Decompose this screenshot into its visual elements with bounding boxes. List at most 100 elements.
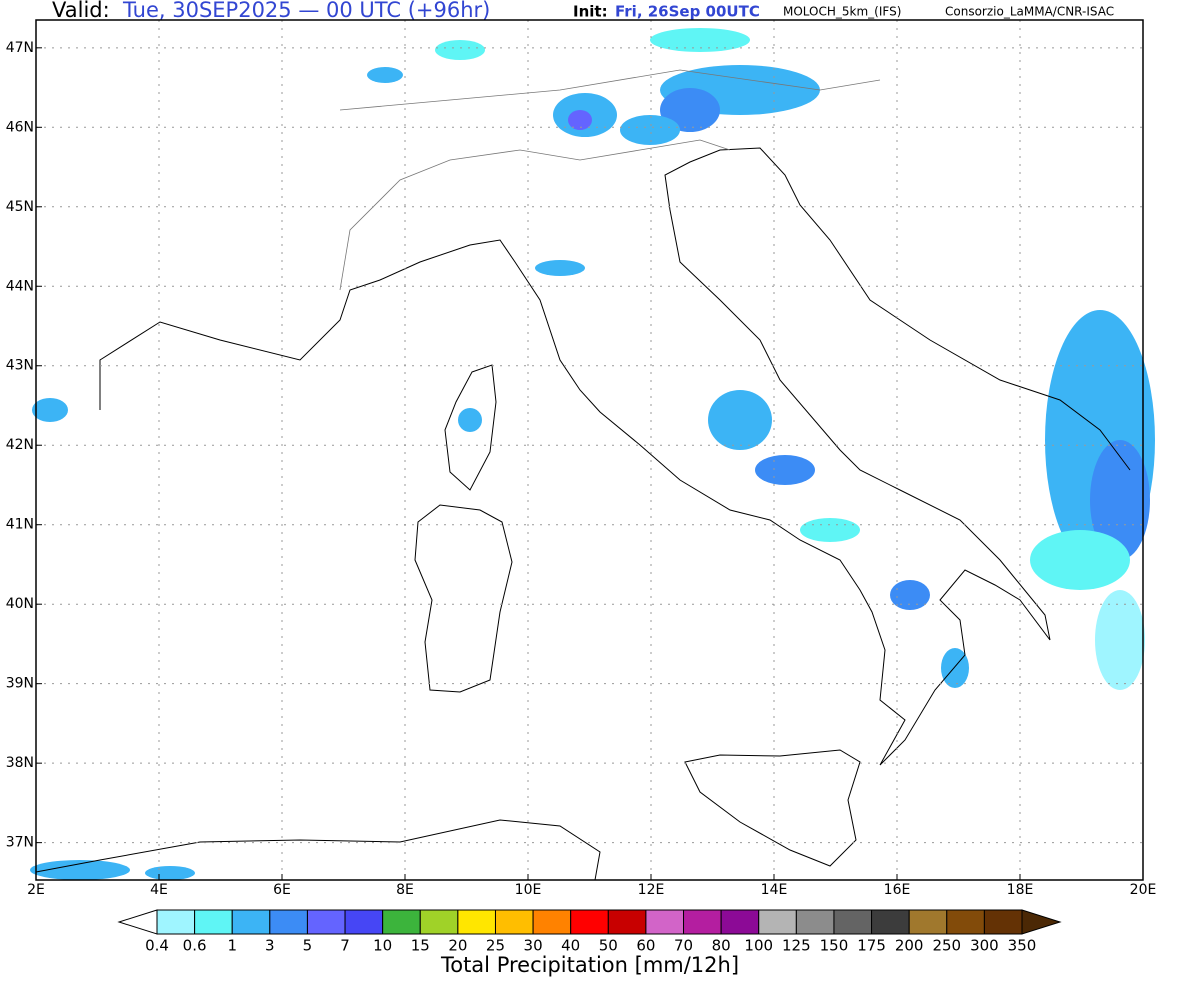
colorbar-box [607,909,647,935]
precip-area [1090,440,1150,560]
y-tick-label: 42N [6,437,34,453]
colorbar-over [1021,909,1062,935]
colorbar-label: 30 [524,937,543,955]
y-tick-label: 43N [6,358,34,374]
colorbar-label: 15 [411,937,430,955]
y-tick-label: 45N [6,199,34,215]
credit: Consorzio_LaMMA/CNR-ISAC [945,5,1114,19]
precip-area [800,518,860,542]
x-tick-label: 16E [884,882,911,898]
colorbar-label: 20 [448,937,467,955]
colorbar-box [419,909,459,935]
precip-area [1030,530,1130,590]
colorbar-box [795,909,835,935]
colorbar-label: 60 [636,937,655,955]
colorbar-label: 125 [782,937,811,955]
x-tick-label: 6E [273,882,291,898]
sicily [684,749,861,867]
y-tick-label: 37N [6,835,34,851]
map-frame [35,19,1144,881]
africa-coast [35,819,601,881]
x-tick-label: 12E [638,882,665,898]
precip-area [708,390,772,450]
colorbar-box [983,909,1023,935]
y-tick-label: 44N [6,278,34,294]
colorbar-under [117,909,158,935]
precip-area [367,67,403,83]
y-tick-label: 40N [6,596,34,612]
precip-area [1095,590,1145,690]
colorbar-box [306,909,346,935]
colorbar-box [946,909,985,935]
colorbar-box [494,909,534,935]
colorbar-label: 350 [1008,937,1037,955]
init-label: Init: [573,3,608,21]
colorbar-title: Total Precipitation [mm/12h] [440,953,739,977]
precip-area [30,860,130,880]
colorbar-box [683,909,722,935]
colorbar-box [570,909,609,935]
y-tick-label: 38N [6,755,34,771]
y-tick-label: 46N [6,119,34,135]
colorbar-box [720,909,760,935]
x-tick-label: 2E [27,882,45,898]
precip-area [145,866,195,880]
header: Valid: Tue, 30SEP2025 — 00 UTC (+96hr) I… [52,0,1114,22]
precip-area [535,260,585,276]
colorbar-box [532,909,572,935]
sardinia [414,504,513,693]
colorbar-label: 300 [970,937,999,955]
colorbar-label: 100 [744,937,773,955]
precipitation-field [30,28,1155,880]
colorbar-box [645,909,685,935]
colorbar-box [908,909,948,935]
y-tick-label: 47N [6,40,34,56]
model-name: MOLOCH_5km_(IFS) [783,5,901,19]
precip-area [890,580,930,610]
colorbar-label: 1 [227,937,237,955]
colorbar-label: 175 [857,937,886,955]
init-time: Fri, 26Sep 00UTC [615,3,760,21]
colorbar-label: 0.6 [183,937,207,955]
precip-area [32,398,68,422]
colorbar-label: 25 [486,937,505,955]
valid-label: Valid: [52,0,110,22]
colorbar: 0.4 0.6 1 3 5 7 10 15 20 25 30 40 50 60 70 80 100 125 150 1… [117,909,1062,955]
coastlines [35,69,1131,881]
colorbar-box [382,909,421,935]
x-tick-label: 8E [396,882,414,898]
colorbar-box [758,909,797,935]
valid-time: Tue, 30SEP2025 — 00 UTC (+96hr) [122,0,490,22]
colorbar-label: 3 [265,937,275,955]
colorbar-label: 10 [373,937,392,955]
colorbar-label: 150 [820,937,849,955]
colorbar-label: 0.4 [145,937,169,955]
colorbar-box [833,909,873,935]
axes: 2E 4E 6E 8E 10E 12E 14E 16E 18E 20E 37N 38N 39N 40N 41… [6,20,1157,898]
precip-area [568,110,592,130]
precip-area [650,28,750,52]
colorbar-label: 200 [895,937,924,955]
precip-area [435,40,485,60]
colorbar-label: 5 [303,937,313,955]
precip-area [755,455,815,485]
x-tick-label: 20E [1130,882,1157,898]
colorbar-box [457,909,496,935]
colorbar-label: 7 [340,937,350,955]
precip-area [660,88,720,132]
y-tick-label: 41N [6,517,34,533]
colorbar-label: 80 [712,937,731,955]
colorbar-box [871,909,910,935]
colorbar-box [156,909,196,935]
colorbar-box [344,909,384,935]
colorbar-label: 40 [561,937,580,955]
colorbar-box [231,909,271,935]
colorbar-box [269,909,308,935]
x-tick-label: 4E [150,882,168,898]
y-tick-label: 39N [6,676,34,692]
coastline [99,147,1131,766]
precip-area [458,408,482,432]
border [339,69,881,291]
colorbar-label: 250 [932,937,961,955]
